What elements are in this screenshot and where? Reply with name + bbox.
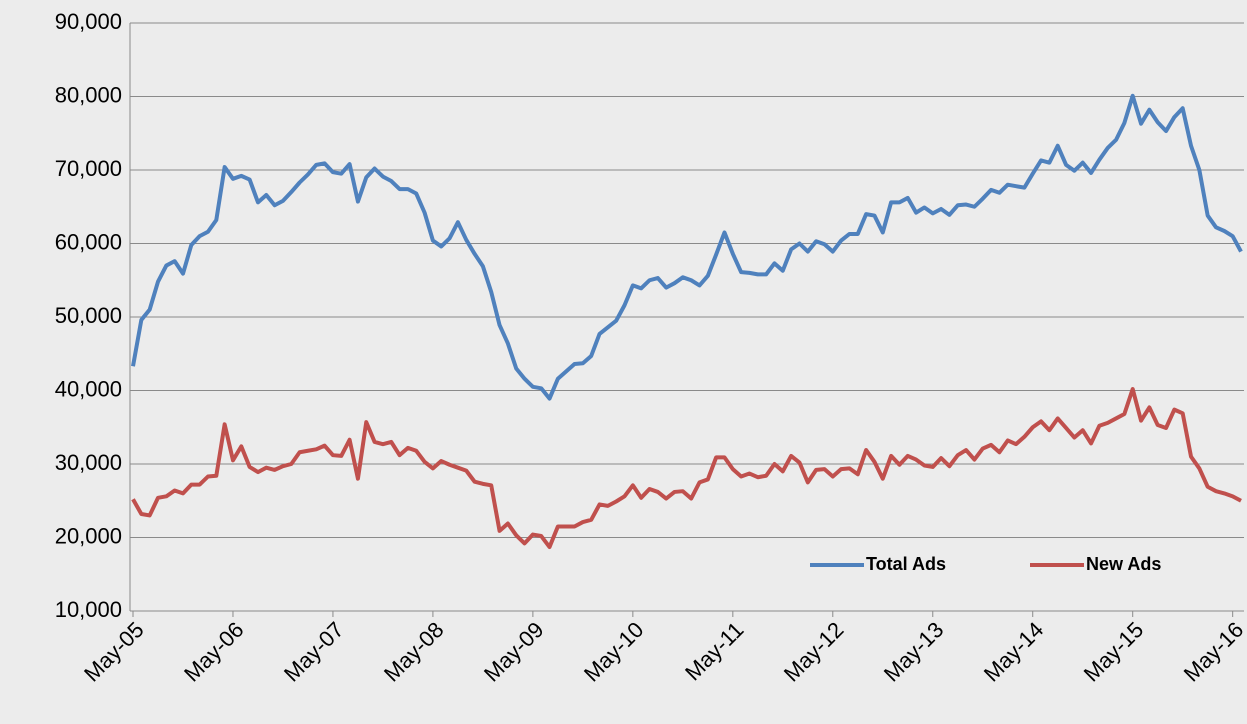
y-tick-label: 20,000: [55, 523, 122, 548]
y-tick-label: 60,000: [55, 229, 122, 254]
y-tick-label: 40,000: [55, 376, 122, 401]
line-series: [131, 93, 1243, 401]
y-tick-label: 90,000: [55, 9, 122, 34]
legend-label: New Ads: [1086, 554, 1161, 574]
y-tick-label: 70,000: [55, 156, 122, 181]
y-tick-label: 50,000: [55, 303, 122, 328]
y-tick-label: 30,000: [55, 450, 122, 475]
y-tick-label: 10,000: [55, 597, 122, 622]
line-series: [131, 387, 1242, 550]
y-tick-label: 80,000: [55, 82, 122, 107]
legend-label: Total Ads: [866, 554, 946, 574]
